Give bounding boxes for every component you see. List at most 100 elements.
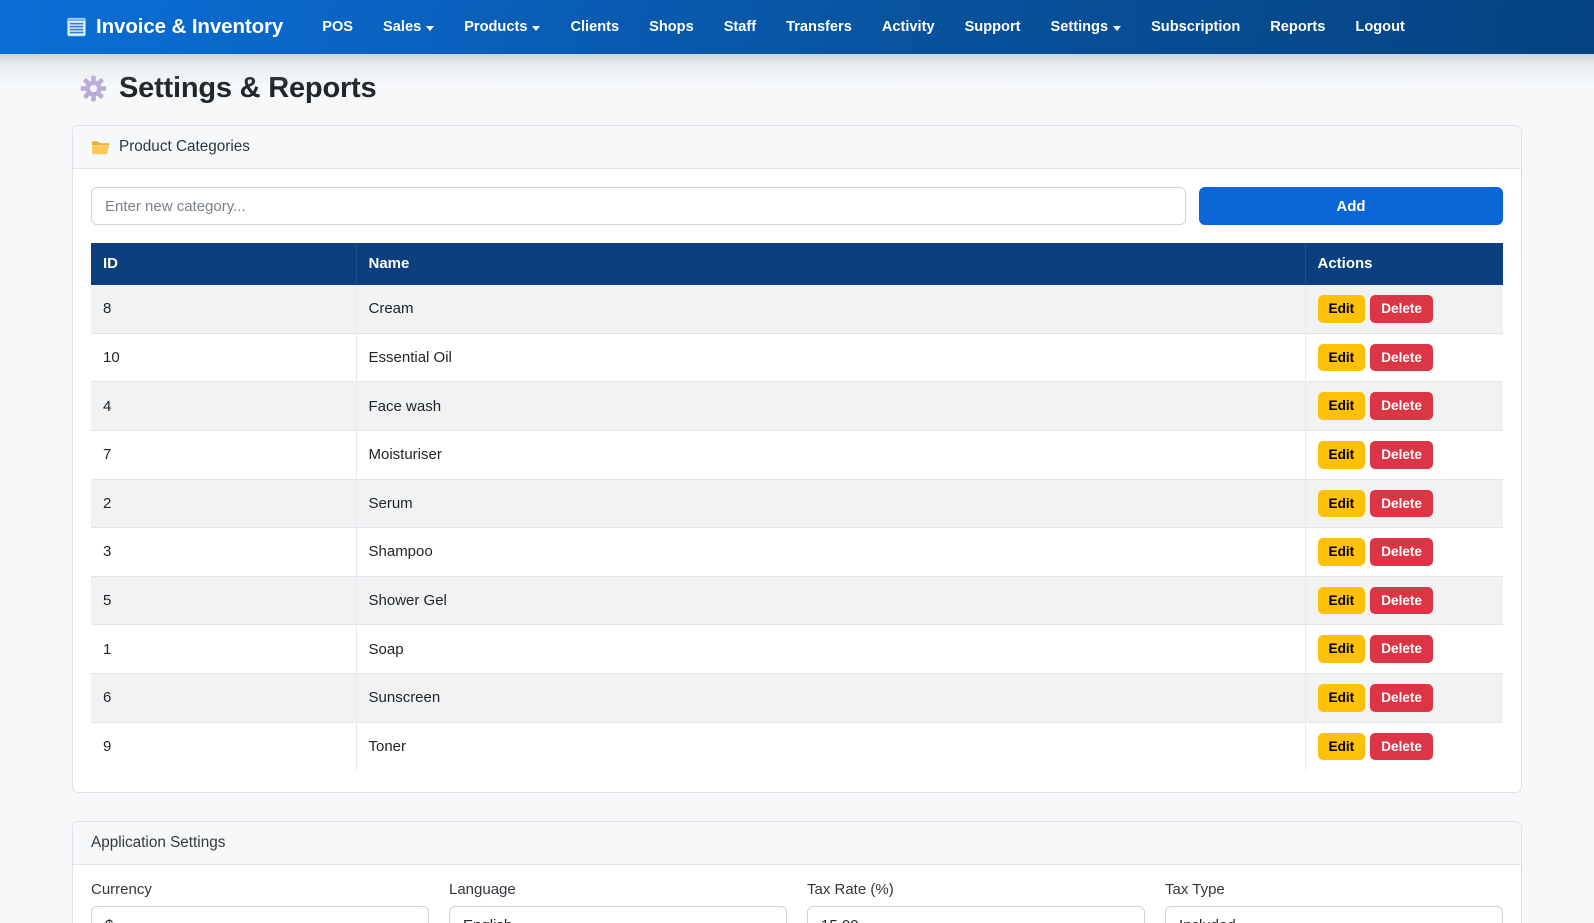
cell-id: 8: [91, 284, 357, 334]
table-header-row: ID Name Actions: [91, 243, 1503, 285]
product-categories-card: Product Categories Add ID Name Actions: [72, 125, 1522, 794]
cell-id: 6: [91, 673, 357, 723]
cell-id: 5: [91, 575, 357, 625]
delete-button[interactable]: Delete: [1370, 732, 1433, 761]
product-categories-header: Product Categories: [73, 126, 1521, 169]
add-category-button[interactable]: Add: [1199, 187, 1503, 225]
edit-button[interactable]: Edit: [1317, 295, 1366, 323]
cell-name: Moisturiser: [356, 429, 1306, 479]
page-title-text: Settings & Reports: [119, 72, 377, 104]
nav-item-subscription[interactable]: Subscription: [1136, 11, 1255, 43]
table-row: 3 Shampoo Edit Delete: [91, 527, 1503, 577]
table-row: 7 Moisturiser Edit Delete: [91, 429, 1503, 479]
label-tax-rate: Tax Rate (%): [807, 881, 894, 899]
brand-label: Invoice & Inventory: [96, 15, 284, 38]
card-header-label: Product Categories: [119, 138, 250, 155]
column-header-id: ID: [91, 243, 357, 285]
nav-item-products[interactable]: Products: [449, 11, 555, 43]
product-categories-body: Add ID Name Actions 8CreamEditDelete10Es…: [73, 169, 1521, 792]
edit-button[interactable]: Edit: [1317, 489, 1366, 518]
new-category-input[interactable]: [91, 187, 1186, 225]
cell-actions: Edit Delete: [1305, 527, 1503, 577]
cell-name: Soap: [356, 624, 1306, 674]
nav-label: Settings: [1050, 19, 1109, 35]
delete-button[interactable]: Delete: [1370, 295, 1433, 323]
cell-id: 10: [91, 332, 357, 382]
nav-label: Reports: [1270, 19, 1326, 35]
delete-button[interactable]: Delete: [1370, 489, 1433, 518]
delete-button[interactable]: Delete: [1370, 440, 1433, 469]
categories-table-body: 8 Cream Edit Delete 10 Essential Oil Edit Delet…: [91, 284, 1503, 771]
delete-button[interactable]: Delete: [1370, 635, 1433, 663]
chevron-down-icon: [532, 25, 541, 31]
currency-input[interactable]: [91, 906, 429, 923]
edit-button[interactable]: Edit: [1317, 635, 1366, 663]
edit-button[interactable]: Edit: [1317, 732, 1366, 761]
table-row: 6 Sunscreen Edit Delete: [91, 673, 1503, 723]
brand-logo[interactable]: Invoice & Inventory: [66, 15, 283, 39]
cell-actions: Edit Delete: [1305, 429, 1503, 479]
nav-item-staff[interactable]: Staff: [709, 11, 771, 43]
nav-label: Support: [964, 19, 1021, 35]
column-header-actions: Actions: [1305, 243, 1503, 285]
chevron-down-icon: [1113, 25, 1122, 31]
settings-field-currency: Currency: [91, 881, 429, 923]
nav-item-clients[interactable]: Clients: [555, 11, 634, 43]
edit-button[interactable]: Edit: [1317, 586, 1366, 615]
edit-button[interactable]: Edit: [1317, 538, 1366, 566]
application-settings-header: Application Settings: [73, 822, 1521, 866]
table-row: 10 Essential Oil Edit Delete: [91, 332, 1503, 382]
cell-actions: Edit Delete: [1305, 721, 1503, 771]
cell-actions: Edit Delete: [1305, 332, 1503, 382]
nav-item-sales[interactable]: Sales: [368, 11, 449, 43]
settings-field-language: Language: [449, 881, 787, 923]
cell-actions: Edit Delete: [1305, 284, 1503, 334]
nav-item-logout[interactable]: Logout: [1340, 11, 1419, 43]
cell-id: 1: [91, 624, 357, 674]
nav-item-activity[interactable]: Activity: [867, 11, 950, 43]
nav-label: Staff: [723, 19, 757, 35]
label-currency: Currency: [91, 881, 152, 899]
nav-item-pos[interactable]: POS: [307, 11, 368, 43]
delete-button[interactable]: Delete: [1370, 684, 1433, 712]
cell-actions: Edit Delete: [1305, 575, 1503, 625]
delete-button[interactable]: Delete: [1370, 586, 1433, 615]
edit-button[interactable]: Edit: [1317, 440, 1366, 469]
delete-button[interactable]: Delete: [1370, 392, 1433, 420]
cell-name: Face wash: [356, 381, 1306, 431]
nav-item-reports[interactable]: Reports: [1255, 11, 1340, 43]
nav-label: Shops: [649, 19, 694, 35]
cell-actions: Edit Delete: [1305, 478, 1503, 528]
delete-button[interactable]: Delete: [1370, 343, 1433, 372]
delete-button[interactable]: Delete: [1370, 538, 1433, 566]
language-input[interactable]: [449, 906, 787, 923]
nav-label: Transfers: [786, 19, 852, 35]
settings-field-tax-type: Tax Type: [1165, 881, 1503, 923]
main-navbar: Invoice & Inventory POS Sales Products C…: [0, 0, 1594, 54]
table-row: 2 Serum Edit Delete: [91, 478, 1503, 528]
tax-type-input[interactable]: [1165, 906, 1503, 923]
nav-item-support[interactable]: Support: [950, 11, 1036, 43]
categories-table: ID Name Actions 8 Cream Edit Delete 10 Essent…: [91, 243, 1503, 771]
nav-item-settings[interactable]: Settings: [1036, 11, 1137, 43]
nav-label: Clients: [570, 19, 620, 35]
cell-name: Sunscreen: [356, 673, 1306, 723]
label-language: Language: [449, 881, 516, 899]
edit-button[interactable]: Edit: [1317, 343, 1366, 372]
add-category-row: Add: [91, 187, 1503, 225]
cell-id: 4: [91, 381, 357, 431]
folder-icon: [91, 140, 110, 155]
cell-actions: Edit Delete: [1305, 624, 1503, 674]
table-row: 5 Shower Gel Edit Delete: [91, 575, 1503, 625]
table-row: 1 Soap Edit Delete: [91, 624, 1503, 674]
cell-name: Serum: [356, 478, 1306, 528]
table-row: 8 Cream Edit Delete: [91, 284, 1503, 334]
page-container: Settings & Reports Product Categories Ad…: [0, 54, 1594, 923]
edit-button[interactable]: Edit: [1317, 684, 1366, 712]
nav-item-shops[interactable]: Shops: [634, 11, 709, 43]
nav-label: Products: [464, 19, 528, 35]
settings-field-tax-rate: Tax Rate (%): [807, 881, 1145, 923]
nav-item-transfers[interactable]: Transfers: [771, 11, 867, 43]
tax-rate-input[interactable]: [807, 906, 1145, 923]
edit-button[interactable]: Edit: [1317, 392, 1366, 420]
